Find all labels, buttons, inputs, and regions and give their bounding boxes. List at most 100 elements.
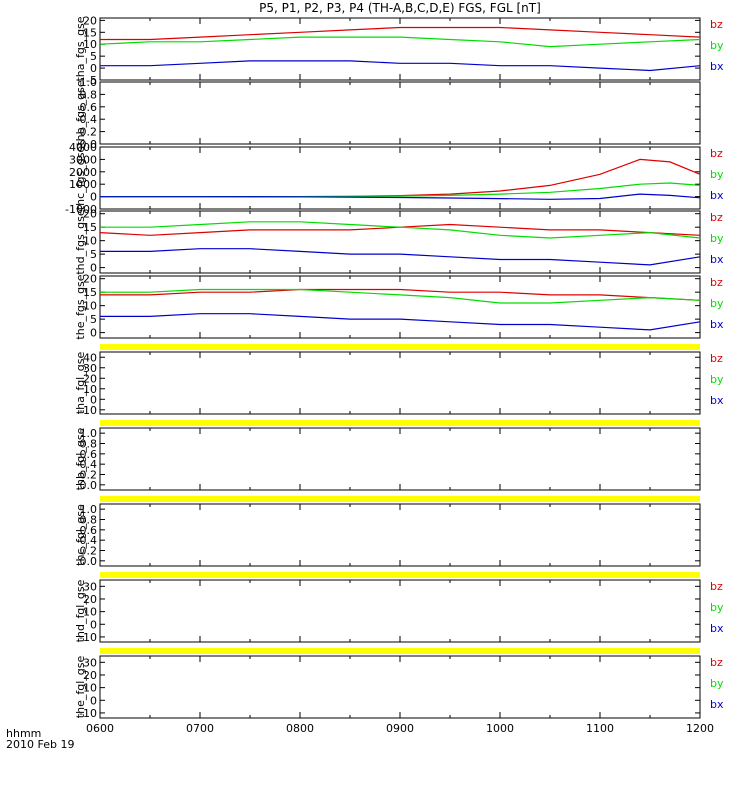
y-tick-label: 0.0 — [80, 138, 98, 151]
panel-frame — [99, 427, 701, 491]
legend-by: by — [710, 232, 724, 245]
y-axis-label: thb_fgl_gse — [74, 427, 87, 490]
series-bx-line — [100, 313, 701, 331]
y-axis-label: thc_fgs_gse — [74, 146, 87, 211]
x-tick-label: 1200 — [686, 722, 714, 735]
panel-frame — [99, 146, 701, 210]
panel-frame — [99, 81, 701, 145]
y-tick-label: 20 — [83, 593, 97, 606]
x-axis-ticks: 0600 0700 0800 0900 1000 1100 1200 — [86, 722, 714, 735]
y-axis-label: thd_fgs_gse — [74, 209, 87, 275]
y-tick-label: 0 — [90, 393, 97, 406]
y-tick-label: -10 — [79, 631, 97, 644]
y-tick-label: 3000 — [69, 153, 97, 166]
series-by-line — [100, 288, 701, 304]
y-axis-label: the_fgs_gse — [74, 274, 87, 339]
y-tick-label: 20 — [83, 14, 97, 27]
y-tick-label: 0.6 — [80, 101, 98, 114]
x-tick-label: 1000 — [486, 722, 514, 735]
y-tick-label: 1000 — [69, 178, 97, 191]
series-bz-line — [100, 158, 701, 198]
y-tick-label: 2000 — [69, 166, 97, 179]
x-tick-label: 1100 — [586, 722, 614, 735]
y-tick-label: 15 — [83, 26, 97, 39]
legend-bx: bx — [710, 698, 724, 711]
y-tick-label: 10 — [83, 38, 97, 51]
y-axis-label: thb_fgs_gse — [74, 80, 87, 146]
data-flag-bar — [100, 648, 700, 654]
y-tick-label: -10 — [79, 707, 97, 720]
y-tick-label: 0.4 — [80, 113, 98, 126]
legend-bz: bz — [710, 656, 723, 669]
series-bz-line — [100, 26, 701, 41]
figure-title: P5, P1, P2, P3, P4 (TH-A,B,C,D,E) FGS, F… — [259, 1, 541, 15]
panel-frame — [99, 351, 701, 415]
y-axis-label: thd_fgl_gse — [74, 579, 87, 642]
legend-bz: bz — [710, 352, 723, 365]
y-tick-label: 20 — [83, 273, 97, 286]
y-tick-label: 0 — [90, 262, 97, 275]
y-tick-label: 10 — [83, 235, 97, 248]
series-bz-line — [99, 223, 701, 236]
y-tick-label: 15 — [83, 286, 97, 299]
series-bx-line — [100, 248, 701, 266]
legend-bz: bz — [710, 276, 723, 289]
y-tick-label: 30 — [83, 362, 97, 375]
y-tick-label: 0 — [90, 327, 97, 340]
x-tick-label: 0800 — [286, 722, 314, 735]
y-tick-label: -10 — [79, 404, 97, 417]
y-tick-label: 5 — [90, 50, 97, 63]
y-axis-label: tha_fgs_gse — [74, 16, 87, 81]
y-tick-label: 20 — [83, 208, 97, 221]
x-tick-label: 0600 — [86, 722, 114, 735]
y-tick-label: 1.0 — [80, 503, 98, 516]
date-label: 2010 Feb 19 — [6, 738, 74, 751]
y-tick-label: 30 — [83, 656, 97, 669]
y-tick-label: 0 — [90, 618, 97, 631]
panel-frame — [99, 503, 701, 567]
x-tick-label: 0900 — [386, 722, 414, 735]
legend-bz: bz — [710, 18, 723, 31]
y-tick-label: 0 — [90, 191, 97, 204]
data-flag-bar — [100, 572, 700, 578]
panel-frame — [99, 210, 701, 274]
series-bz-line — [100, 288, 701, 301]
legend-by: by — [710, 168, 724, 181]
time-axis-unit-label: hhmm — [6, 727, 41, 740]
y-tick-label: 0.4 — [80, 458, 98, 471]
y-tick-label: 0.2 — [80, 545, 98, 558]
y-tick-label: 20 — [83, 669, 97, 682]
legend-bx: bx — [710, 318, 724, 331]
y-tick-label: 0.2 — [80, 469, 98, 482]
legend-bx: bx — [710, 189, 724, 202]
y-tick-label: 5 — [90, 248, 97, 261]
panel-frame — [99, 579, 701, 643]
y-tick-label: 10 — [83, 682, 97, 695]
y-tick-label: 0 — [90, 694, 97, 707]
data-flag-bar — [100, 420, 700, 426]
data-flag-bar — [100, 496, 700, 502]
legend-bz: bz — [710, 211, 723, 224]
legend-by: by — [710, 677, 724, 690]
y-tick-label: 0.6 — [80, 524, 98, 537]
panel-frame — [99, 275, 701, 339]
legend-bx: bx — [710, 622, 724, 635]
y-tick-label: -1000 — [65, 203, 97, 216]
y-tick-label: 0.8 — [80, 514, 98, 527]
y-tick-label: 1.0 — [80, 76, 98, 89]
legend-by: by — [710, 39, 724, 52]
y-tick-label: 10 — [83, 606, 97, 619]
legend-by: by — [710, 297, 724, 310]
legend-bz: bz — [710, 147, 723, 160]
y-tick-label: 0.4 — [80, 534, 98, 547]
